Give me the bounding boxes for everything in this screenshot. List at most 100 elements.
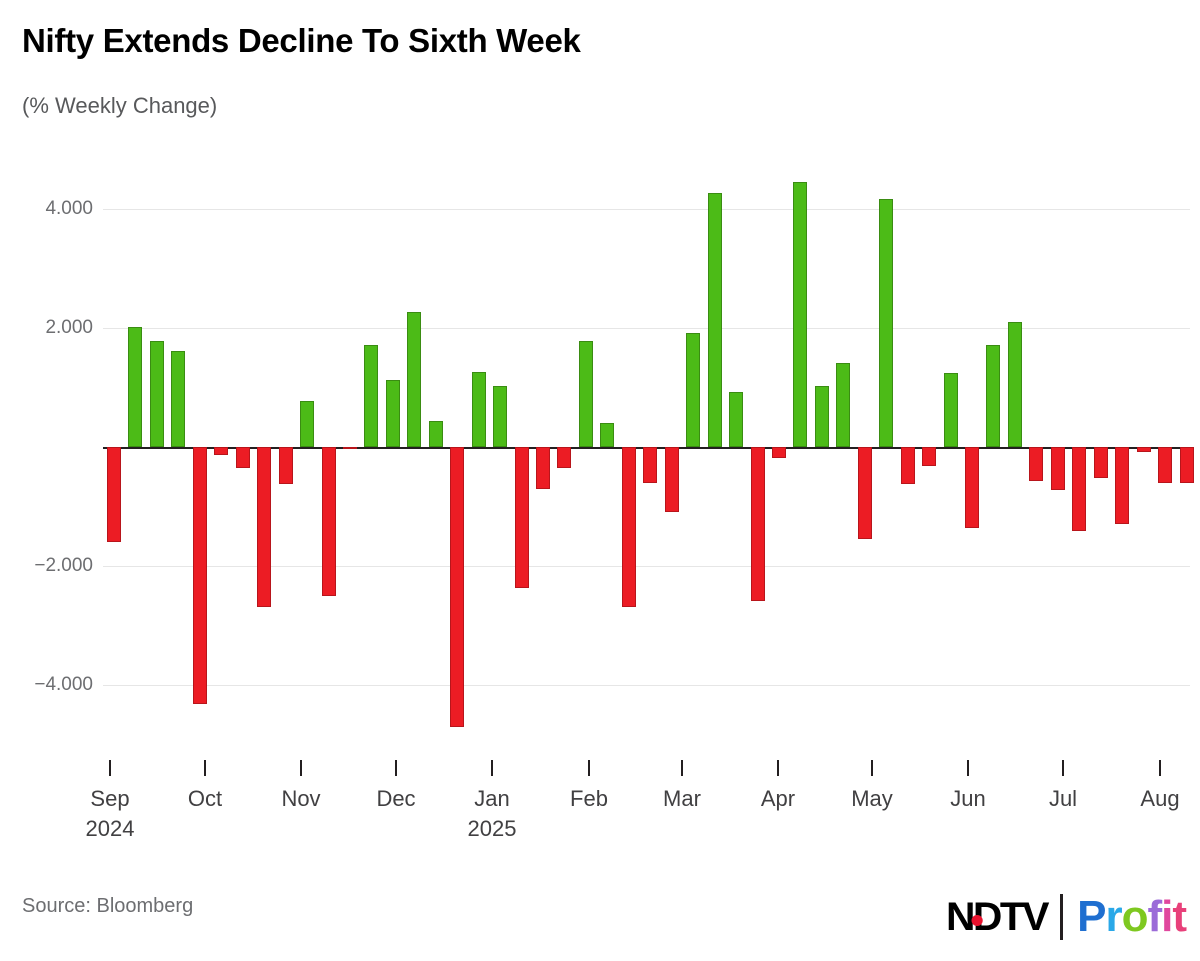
x-axis-tick-label: Mar <box>663 786 701 812</box>
bar <box>536 447 550 489</box>
bar <box>493 386 508 447</box>
bar <box>171 350 186 447</box>
y-axis-tick-label: −2.000 <box>34 554 93 576</box>
x-axis-tick-mark <box>967 760 969 776</box>
x-axis-tick-label: May <box>851 786 893 812</box>
bar <box>793 182 808 447</box>
x-axis-month-label: Dec <box>376 786 416 811</box>
bar <box>1007 322 1022 447</box>
x-axis-tick-label: Apr <box>761 786 795 812</box>
bar <box>342 447 357 449</box>
gridline <box>103 209 1190 211</box>
profit-letter: f <box>1147 892 1162 941</box>
bar <box>450 447 465 728</box>
bar <box>1093 447 1108 478</box>
ndtv-red-dot-icon <box>971 914 983 926</box>
x-axis-month-label: Apr <box>760 786 796 811</box>
gridline <box>103 565 1190 567</box>
bar <box>750 447 765 602</box>
profit-wordmark: Profit <box>1077 892 1187 942</box>
bar <box>814 386 829 447</box>
bar <box>1158 447 1173 483</box>
bar <box>729 392 744 447</box>
bar <box>900 447 915 484</box>
bar <box>278 447 293 485</box>
bar <box>300 400 315 447</box>
x-axis-month-label: Sep <box>90 786 130 811</box>
bar <box>943 373 958 447</box>
bar <box>1029 447 1044 482</box>
x-axis-month-label: Feb <box>570 786 608 811</box>
bar <box>621 447 636 608</box>
bar <box>922 447 937 466</box>
ndtv-profit-logo: NDTV Profit <box>946 890 1187 944</box>
bar <box>128 327 143 447</box>
bar <box>257 447 272 608</box>
x-axis-month-label: Mar <box>663 786 701 811</box>
x-axis-tick-mark <box>588 760 590 776</box>
x-axis: Sep 2024 Oct Nov Dec Jan 2025 Feb Mar Apr May Jun Ju… <box>0 760 1200 870</box>
x-axis-year-label: 2025 <box>467 816 517 841</box>
bar <box>986 344 1001 447</box>
logo-divider <box>1060 894 1064 940</box>
bar <box>214 447 229 455</box>
bar <box>321 447 336 596</box>
bar <box>428 420 443 447</box>
bar <box>600 423 615 447</box>
x-axis-tick-mark <box>204 760 206 776</box>
x-axis-tick-label: Jul <box>1049 786 1077 812</box>
x-axis-month-label: May <box>851 786 893 811</box>
bar <box>107 447 121 543</box>
x-axis-tick-mark <box>1159 760 1161 776</box>
bar <box>707 192 722 447</box>
bar <box>857 447 872 540</box>
x-axis-tick-label: Dec <box>376 786 415 812</box>
bar <box>643 447 658 483</box>
bar <box>557 447 572 468</box>
bar <box>965 447 979 528</box>
bar <box>1115 447 1130 525</box>
x-axis-tick-label: Nov <box>281 786 320 812</box>
y-axis-tick-label: 4.000 <box>45 198 93 220</box>
x-axis-tick-label: Jun <box>950 786 985 812</box>
x-axis-month-label: Jun <box>950 786 986 811</box>
bar <box>771 447 786 458</box>
x-axis-month-label: Oct <box>187 786 223 811</box>
y-axis-tick-label: −4.000 <box>34 673 93 695</box>
profit-letter: o <box>1121 892 1149 941</box>
x-axis-tick-mark <box>395 760 397 776</box>
source-note: Source: Bloomberg <box>22 895 194 917</box>
bar <box>471 372 486 447</box>
bar <box>836 362 851 447</box>
bar <box>514 447 529 589</box>
x-axis-tick-mark <box>300 760 302 776</box>
bar <box>364 344 379 447</box>
plot-area: 4.000 2.000 −2.000 −4.000 <box>0 160 1200 760</box>
x-axis-tick-label: Jan 2025 <box>468 786 517 842</box>
bar <box>407 311 422 447</box>
ndtv-text: NDTV <box>946 894 1049 939</box>
x-axis-tick-mark <box>1062 760 1064 776</box>
profit-letter: i <box>1161 892 1173 941</box>
bar <box>385 380 400 447</box>
bar <box>879 198 894 447</box>
bar <box>235 447 250 468</box>
bar <box>578 341 593 447</box>
x-axis-year-label: 2024 <box>85 816 135 841</box>
bar <box>1050 447 1065 490</box>
page-title: Nifty Extends Decline To Sixth Week <box>22 22 581 59</box>
x-axis-month-label: Jul <box>1048 786 1078 811</box>
x-axis-month-label: Aug <box>1140 786 1180 811</box>
x-axis-tick-label: Feb <box>570 786 608 812</box>
x-axis-tick-mark <box>109 760 111 776</box>
x-axis-tick-mark <box>681 760 683 776</box>
x-axis-tick-label: Sep 2024 <box>86 786 135 842</box>
bar <box>149 341 164 447</box>
x-axis-tick-label: Oct <box>188 786 222 812</box>
x-axis-tick-label: Aug <box>1140 786 1179 812</box>
bar <box>1072 447 1087 532</box>
bar <box>664 447 679 513</box>
x-axis-tick-mark <box>871 760 873 776</box>
x-axis-tick-mark <box>777 760 779 776</box>
